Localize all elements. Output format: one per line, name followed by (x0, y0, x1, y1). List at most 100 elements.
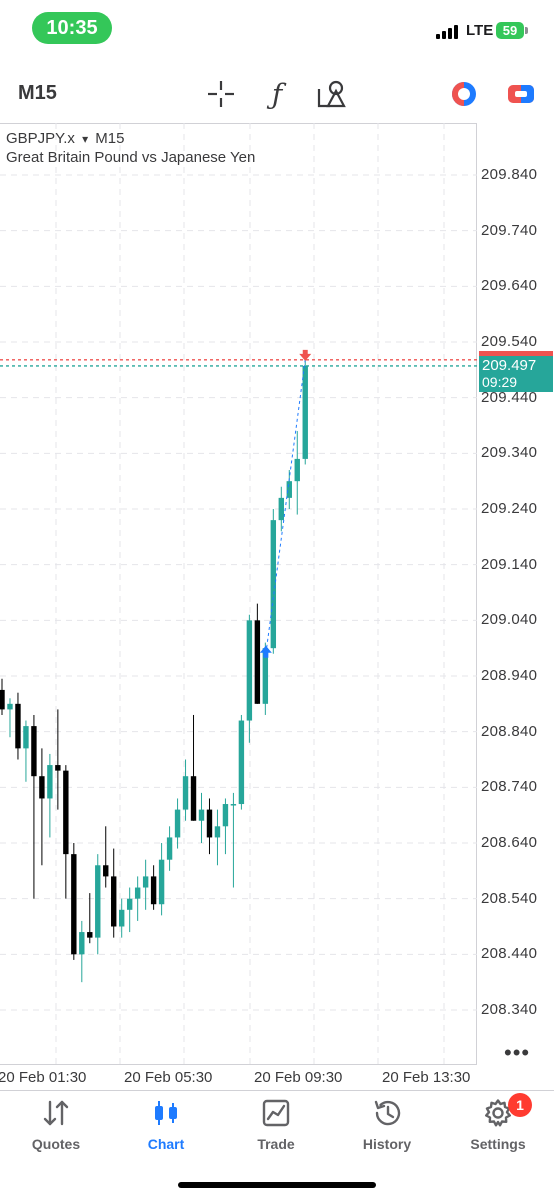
new-order-icon[interactable] (503, 76, 539, 112)
tab-label: Chart (147, 1136, 185, 1152)
candle-body (230, 804, 237, 806)
candle-body (214, 826, 221, 838)
candle-body (302, 365, 308, 459)
symbol-description: Great Britain Pound vs Japanese Yen (6, 149, 256, 166)
candle-body (262, 648, 269, 704)
y-axis-label: 208.440 (481, 945, 538, 963)
candle-body (166, 837, 173, 860)
tab-quotes[interactable]: Quotes (11, 1098, 101, 1152)
y-axis-label: 208.840 (481, 722, 538, 740)
candlestick-chart[interactable] (0, 123, 554, 1090)
candle-body (150, 876, 157, 905)
more-icon[interactable]: ••• (504, 1040, 531, 1065)
y-axis-label: 208.540 (481, 889, 538, 907)
candle-body (7, 703, 13, 710)
candle-body (15, 703, 21, 749)
quotes-icon (43, 1100, 69, 1126)
candle-body (142, 876, 149, 888)
x-axis-label: 20 Feb 01:30 (0, 1069, 87, 1086)
candle-body (198, 809, 205, 821)
candle-body (254, 620, 261, 704)
candle-body (206, 809, 213, 838)
tab-history[interactable]: History (342, 1098, 432, 1152)
candle-body (111, 876, 117, 927)
tab-settings[interactable]: Settings (453, 1098, 543, 1152)
symbol-name: GBPJPY.x (6, 130, 75, 147)
sell-arrow-icon (299, 349, 312, 361)
candle-body (39, 776, 45, 799)
buy-arrow-icon (259, 645, 272, 658)
trade-icon (262, 1099, 290, 1127)
chevron-down-icon: ▾ (82, 132, 89, 146)
signal-icon (436, 25, 458, 39)
status-time: 10:35 (32, 12, 112, 44)
y-axis-label: 208.640 (481, 834, 538, 851)
y-axis-label: 209.740 (481, 221, 538, 239)
one-click-trading-icon[interactable] (446, 76, 482, 112)
candle-body (47, 765, 53, 799)
settings-badge: 1 (508, 1093, 532, 1117)
y-axis-label: 209.240 (481, 500, 538, 517)
home-indicator (178, 1182, 376, 1188)
bar-countdown: 09:29 (482, 374, 518, 390)
candle-body (126, 898, 133, 910)
candle-body (222, 804, 229, 827)
x-axis-label: 20 Feb 09:30 (254, 1069, 343, 1086)
y-axis-label: 209.640 (481, 277, 538, 295)
y-axis-label: 209.540 (481, 333, 538, 350)
symbol-timeframe: M15 (95, 130, 125, 147)
chart-frame (0, 123, 477, 1065)
candle-body (55, 765, 61, 771)
timeframe-button[interactable]: M15 (18, 82, 57, 104)
candle-body (0, 689, 5, 710)
candle-body (182, 776, 189, 810)
candle-body (270, 520, 277, 649)
chart-candles-icon (155, 1101, 177, 1125)
candle-body (79, 932, 85, 955)
candle-body (95, 865, 101, 938)
battery-icon: 59 (496, 22, 524, 39)
tab-label: Trade (257, 1136, 295, 1152)
y-axis-label: 208.740 (481, 778, 538, 796)
objects-icon[interactable] (314, 76, 350, 112)
bid-price-value: 209.497 (482, 357, 537, 374)
y-axis-label: 208.940 (481, 667, 538, 684)
candle-body (134, 887, 141, 899)
candle-body (103, 865, 109, 877)
candle-body (174, 809, 181, 838)
x-axis-label: 20 Feb 05:30 (124, 1069, 213, 1086)
candle-body (246, 620, 253, 721)
candle-body (119, 909, 125, 927)
y-axis-label: 209.140 (481, 555, 538, 573)
y-axis-label: 209.040 (481, 611, 538, 629)
tab-trade[interactable]: Trade (231, 1098, 321, 1152)
candle-body (238, 720, 245, 805)
crosshair-icon[interactable] (203, 76, 239, 112)
x-axis-label: 20 Feb 13:30 (382, 1069, 471, 1086)
tab-label: Quotes (31, 1136, 81, 1152)
tab-bar (0, 1090, 554, 1200)
tab-label: Settings (470, 1136, 526, 1152)
y-axis-label: 209.440 (481, 388, 538, 406)
candle-body (23, 726, 29, 749)
network-type: LTE (466, 22, 494, 39)
candle-body (286, 481, 292, 498)
indicators-icon[interactable]: ƒ (271, 77, 283, 111)
candle-body (278, 497, 284, 521)
candle-body (294, 458, 300, 482)
candle-body (158, 859, 165, 905)
trade-line (265, 359, 306, 654)
y-axis-label: 209.840 (481, 166, 538, 183)
gear-icon (485, 1099, 511, 1127)
candle-body (31, 726, 37, 777)
bid-price-tag: 209.497 09:29 (479, 356, 553, 392)
ask-price-tag (479, 351, 553, 357)
candle-body (87, 932, 93, 938)
candle-body (63, 770, 69, 855)
battery-tip (525, 27, 528, 34)
symbol-label[interactable]: GBPJPY.x ▾ M15 (6, 130, 124, 147)
tab-label: History (362, 1136, 412, 1152)
y-axis-label: 209.340 (481, 444, 538, 462)
history-icon (374, 1100, 401, 1126)
tab-chart[interactable]: Chart (121, 1098, 211, 1152)
